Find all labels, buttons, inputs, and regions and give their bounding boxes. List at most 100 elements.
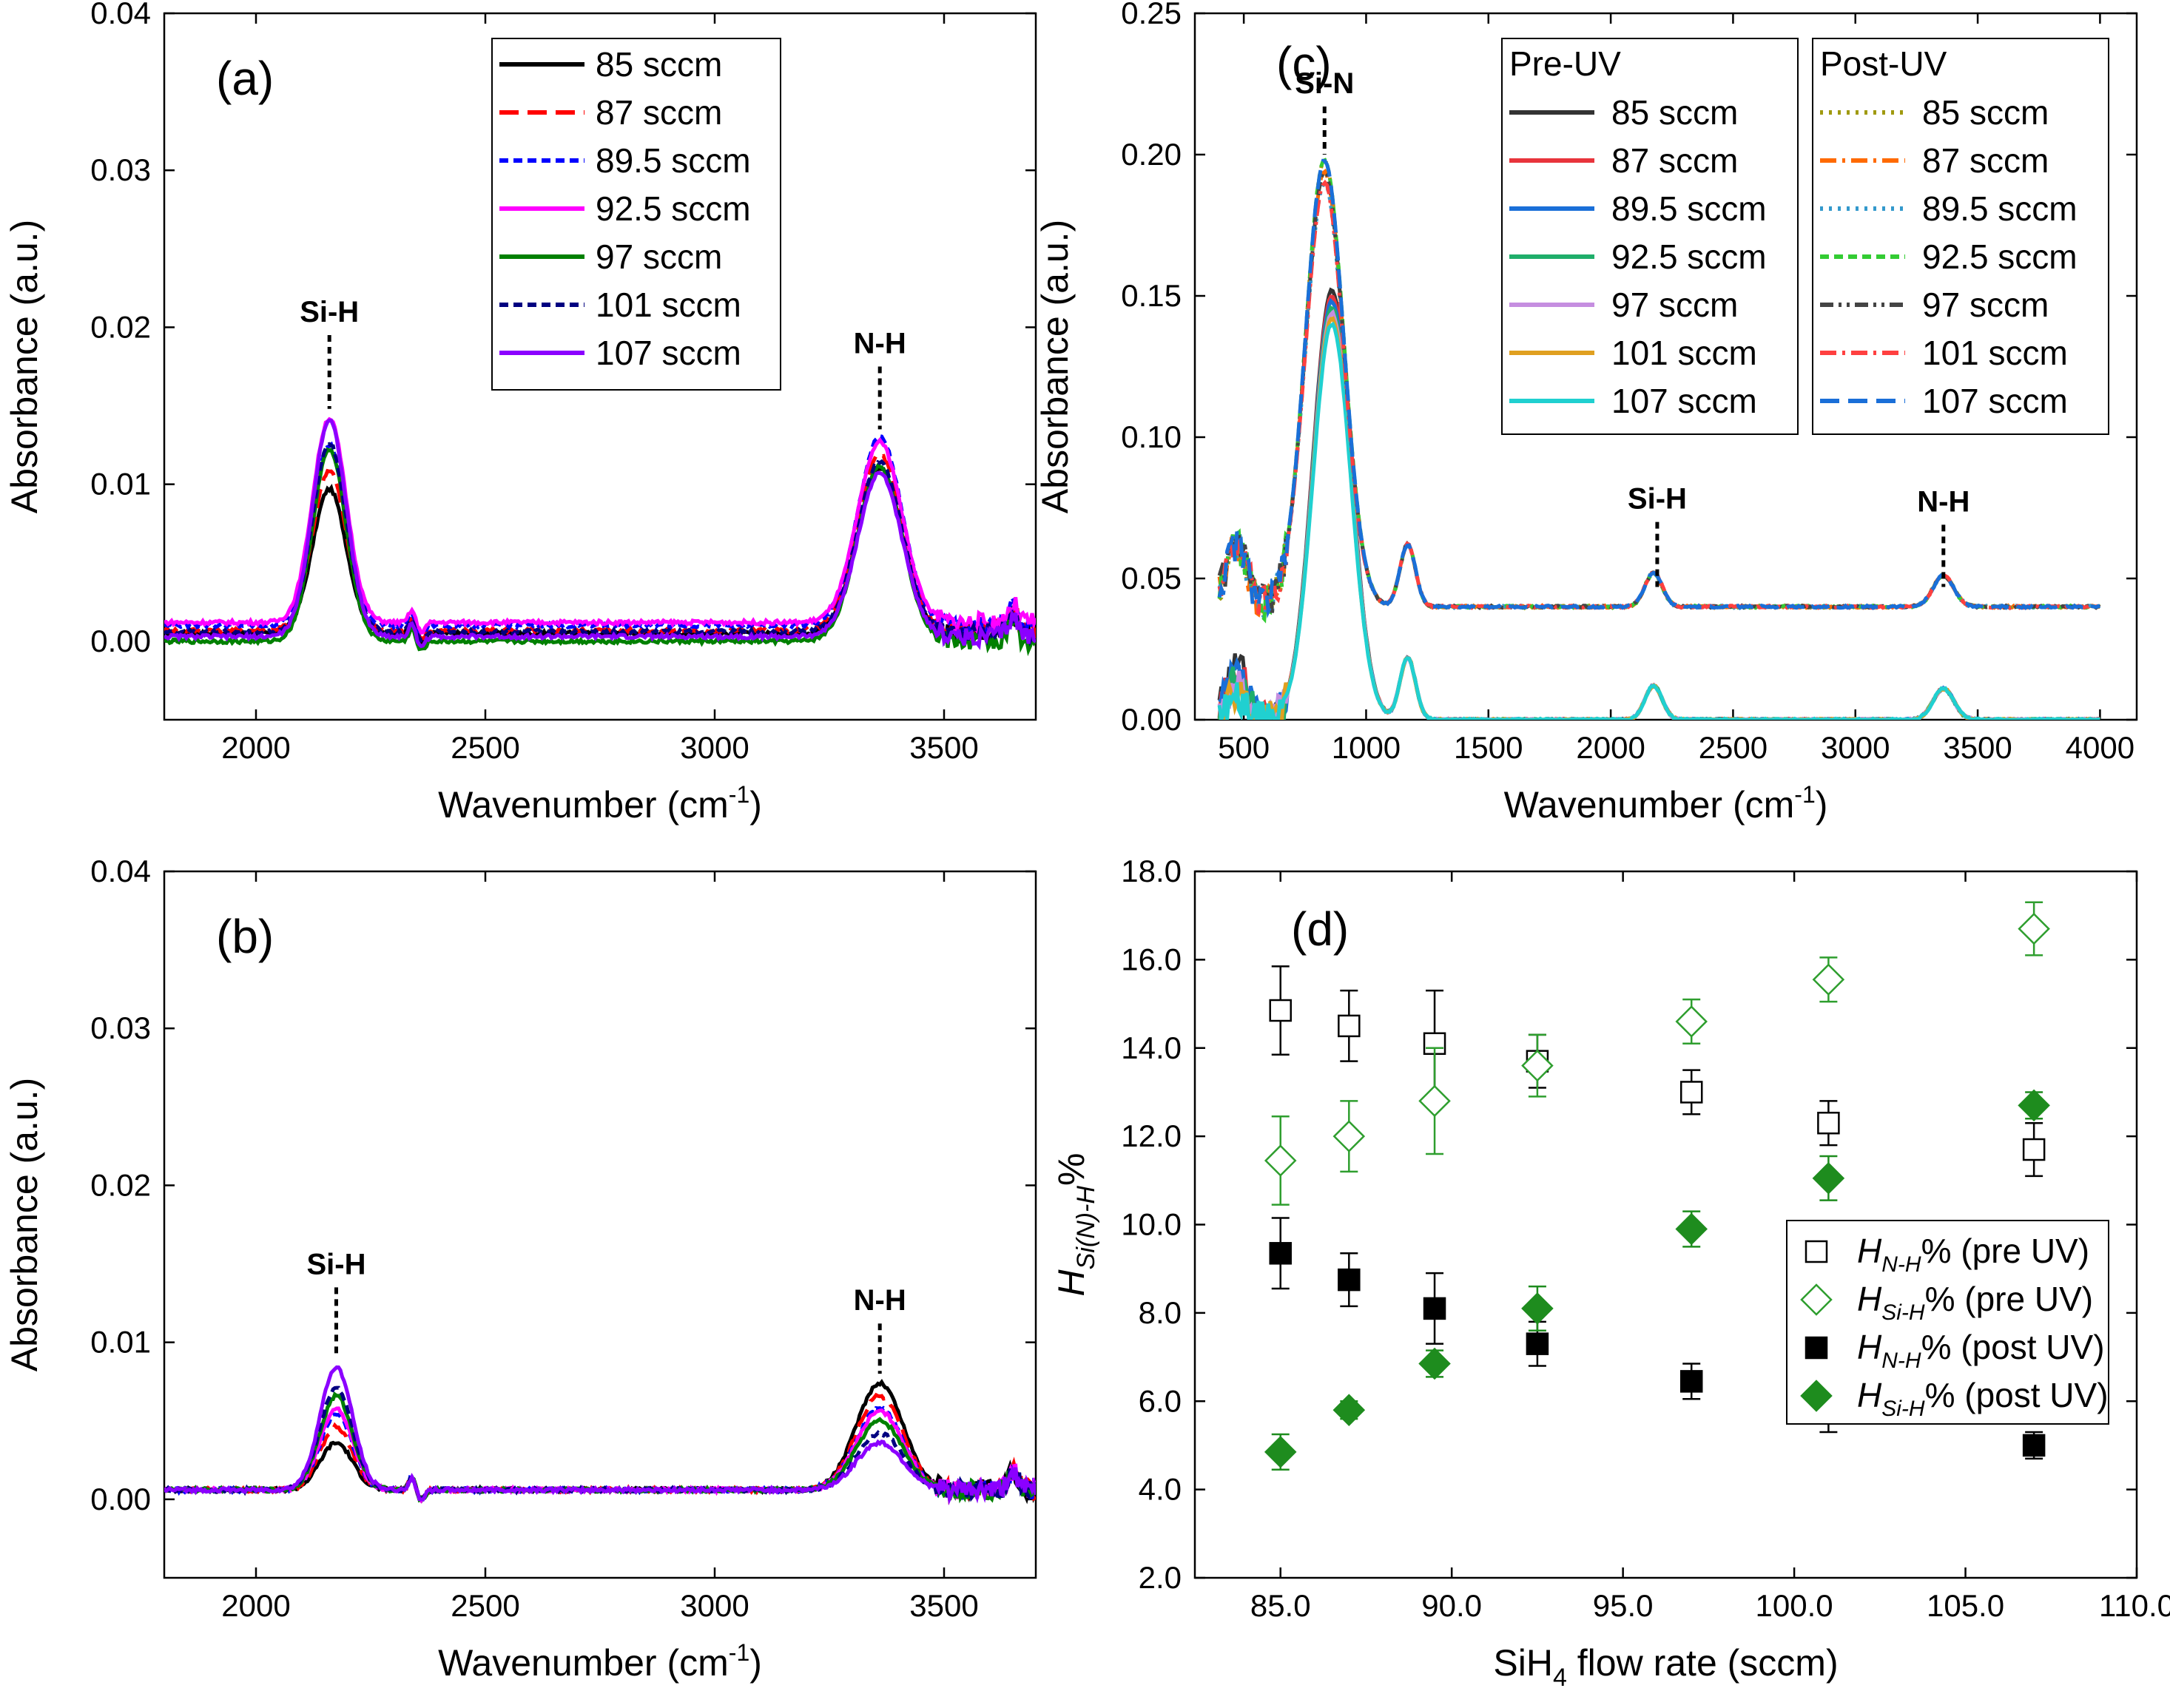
legend-pre-uv-title: Pre-UV bbox=[1509, 44, 1621, 83]
data-point bbox=[1812, 963, 1845, 996]
peak-label-0: Si-N bbox=[1295, 67, 1354, 100]
panel-label: (a) bbox=[216, 52, 274, 105]
series-group bbox=[164, 1365, 1036, 1505]
x-tick-label: 3000 bbox=[680, 730, 749, 765]
x-tick-label: 100.0 bbox=[1756, 1588, 1833, 1623]
y-axis-label: Absorbance (a.u.) bbox=[4, 220, 45, 513]
x-tick-label: 3500 bbox=[909, 1588, 978, 1623]
y-axis-label-rest: % bbox=[1051, 1153, 1092, 1186]
x-axis-label-main: Wavenumber (cm bbox=[1504, 784, 1795, 826]
y-tick-label: 0.15 bbox=[1121, 278, 1182, 313]
x-axis-label: Wavenumber (cm-1) bbox=[1504, 781, 1828, 826]
data-point bbox=[2022, 1434, 2046, 1457]
series-line-107-sccm bbox=[164, 1365, 1036, 1505]
data-point bbox=[1264, 1436, 1297, 1468]
y-tick-label: 0.00 bbox=[1121, 702, 1182, 737]
post-uv-line-6 bbox=[1217, 158, 2101, 618]
panel-c: 500 1000 1500 2000 2500 3000 3500 4000 0.00 0.05 0… bbox=[1034, 0, 2138, 826]
x-axis-label-close: ) bbox=[1816, 784, 1828, 826]
legend-post-uv-label: 101 sccm bbox=[1922, 334, 2068, 372]
peak-label-1: N-H bbox=[854, 1284, 906, 1317]
legend-label: 92.5 sccm bbox=[596, 189, 751, 228]
legend-label: HSi-H% (pre UV) bbox=[1857, 1280, 2093, 1325]
y-axis-label-main: H bbox=[1051, 1269, 1092, 1296]
plot-frame bbox=[1193, 12, 2138, 721]
x-tick-label: 2000 bbox=[221, 730, 290, 765]
y-tick-label: 10.0 bbox=[1121, 1207, 1182, 1242]
y-tick-label: 0.02 bbox=[90, 309, 151, 344]
legend-box bbox=[1786, 1220, 2109, 1425]
legend-marker bbox=[1805, 1240, 1828, 1263]
legend-label: 85 sccm bbox=[596, 45, 722, 84]
y-tick-label: 0.04 bbox=[90, 854, 151, 888]
y-axis-label: Absorbance (a.u.) bbox=[1034, 220, 1076, 513]
y-axis-label: Absorbance (a.u.) bbox=[4, 1078, 45, 1371]
legend-label-rest: % (pre UV) bbox=[1921, 1232, 2089, 1270]
data-point bbox=[1817, 1111, 1840, 1135]
x-axis-label-main: Wavenumber (cm bbox=[438, 1642, 729, 1684]
y-tick-label: 18.0 bbox=[1121, 854, 1182, 888]
data-point bbox=[1423, 1297, 1446, 1320]
x-tick-label: 3000 bbox=[1821, 730, 1890, 765]
y-axis-label-sub: Si(N)-H bbox=[1072, 1186, 1100, 1270]
series-group bbox=[1217, 158, 2101, 720]
legend-pre-uv-label: 85 sccm bbox=[1611, 93, 1738, 132]
series-3 bbox=[1264, 1089, 2050, 1471]
peak-label-0: Si-H bbox=[300, 296, 359, 328]
legend-pre-uv-label: 87 sccm bbox=[1611, 141, 1738, 180]
x-tick-label: 2500 bbox=[1699, 730, 1768, 765]
peak-label-2: N-H bbox=[1917, 485, 1969, 518]
x-tick-label: 1000 bbox=[1332, 730, 1401, 765]
legend-pre-uv-label: 92.5 sccm bbox=[1611, 237, 1767, 276]
y-tick-label: 12.0 bbox=[1121, 1118, 1182, 1153]
y-tick-label: 2.0 bbox=[1139, 1560, 1182, 1595]
legend-pre-uv-label: 97 sccm bbox=[1611, 286, 1738, 324]
peak-label-0: Si-H bbox=[307, 1248, 366, 1280]
legend-label: 97 sccm bbox=[596, 237, 722, 276]
series-group bbox=[164, 416, 1036, 657]
x-axis-label-main: Wavenumber (cm bbox=[438, 784, 729, 826]
panel-b: 2000 2500 3000 3500 0.00 0.01 0.02 0.03 0.04 Si-H… bbox=[4, 854, 1037, 1684]
legend-label-sub: N-H bbox=[1881, 1252, 1921, 1277]
data-point bbox=[1675, 1005, 1708, 1038]
legend-label: HN-H% (pre UV) bbox=[1857, 1232, 2089, 1277]
x-axis-label: SiH4 flow rate (sccm) bbox=[1493, 1642, 1838, 1692]
plot-frame bbox=[163, 12, 1037, 721]
panel-d: 85.0 90.0 95.0 100.0 105.0 110.0 2.0 4.0 6.0 8.0 1… bbox=[1051, 854, 2170, 1692]
series-1 bbox=[1264, 901, 2050, 1206]
x-tick-label: 1500 bbox=[1454, 730, 1523, 765]
legend-label-rest: % (pre UV) bbox=[1925, 1280, 2093, 1318]
x-tick-label: 95.0 bbox=[1593, 1588, 1654, 1623]
data-point bbox=[1332, 1120, 1366, 1152]
legend-post-uv-label: 92.5 sccm bbox=[1922, 237, 2078, 276]
data-point bbox=[1675, 1212, 1708, 1246]
legend-post-uv-label: 107 sccm bbox=[1922, 382, 2068, 420]
data-point bbox=[1526, 1332, 1549, 1355]
plot-frame bbox=[163, 870, 1037, 1579]
y-tick-label: 0.03 bbox=[90, 152, 151, 187]
legend-pre-uv-label: 89.5 sccm bbox=[1611, 189, 1767, 228]
data-point bbox=[1521, 1292, 1554, 1325]
legend-label: 101 sccm bbox=[596, 286, 741, 324]
legend-pre-uv-box bbox=[1501, 38, 1799, 435]
panel-label: (c) bbox=[1276, 37, 1332, 90]
x-tick-label: 105.0 bbox=[1927, 1588, 2004, 1623]
y-tick-label: 0.01 bbox=[90, 467, 151, 502]
legend-label: 87 sccm bbox=[596, 93, 722, 132]
y-tick-label: 0.05 bbox=[1121, 561, 1182, 595]
x-tick-label: 90.0 bbox=[1421, 1588, 1482, 1623]
x-tick-label: 2500 bbox=[451, 730, 519, 765]
y-tick-label: 0.00 bbox=[90, 1482, 151, 1516]
legend-pre-uv-label: 107 sccm bbox=[1611, 382, 1757, 420]
legend-label: HN-H% (post UV) bbox=[1857, 1328, 2105, 1373]
legend-marker bbox=[1800, 1283, 1833, 1316]
legend-marker bbox=[1805, 1336, 1828, 1360]
x-axis-label-sup: -1 bbox=[729, 781, 749, 808]
x-tick-label: 2000 bbox=[1576, 730, 1645, 765]
data-point bbox=[2018, 1089, 2050, 1122]
x-tick-label: 2500 bbox=[451, 1588, 519, 1623]
legend-post-uv-label: 85 sccm bbox=[1922, 93, 2049, 132]
legend-label-main: H bbox=[1857, 1232, 1882, 1270]
legend-post-uv-title: Post-UV bbox=[1820, 44, 1947, 83]
